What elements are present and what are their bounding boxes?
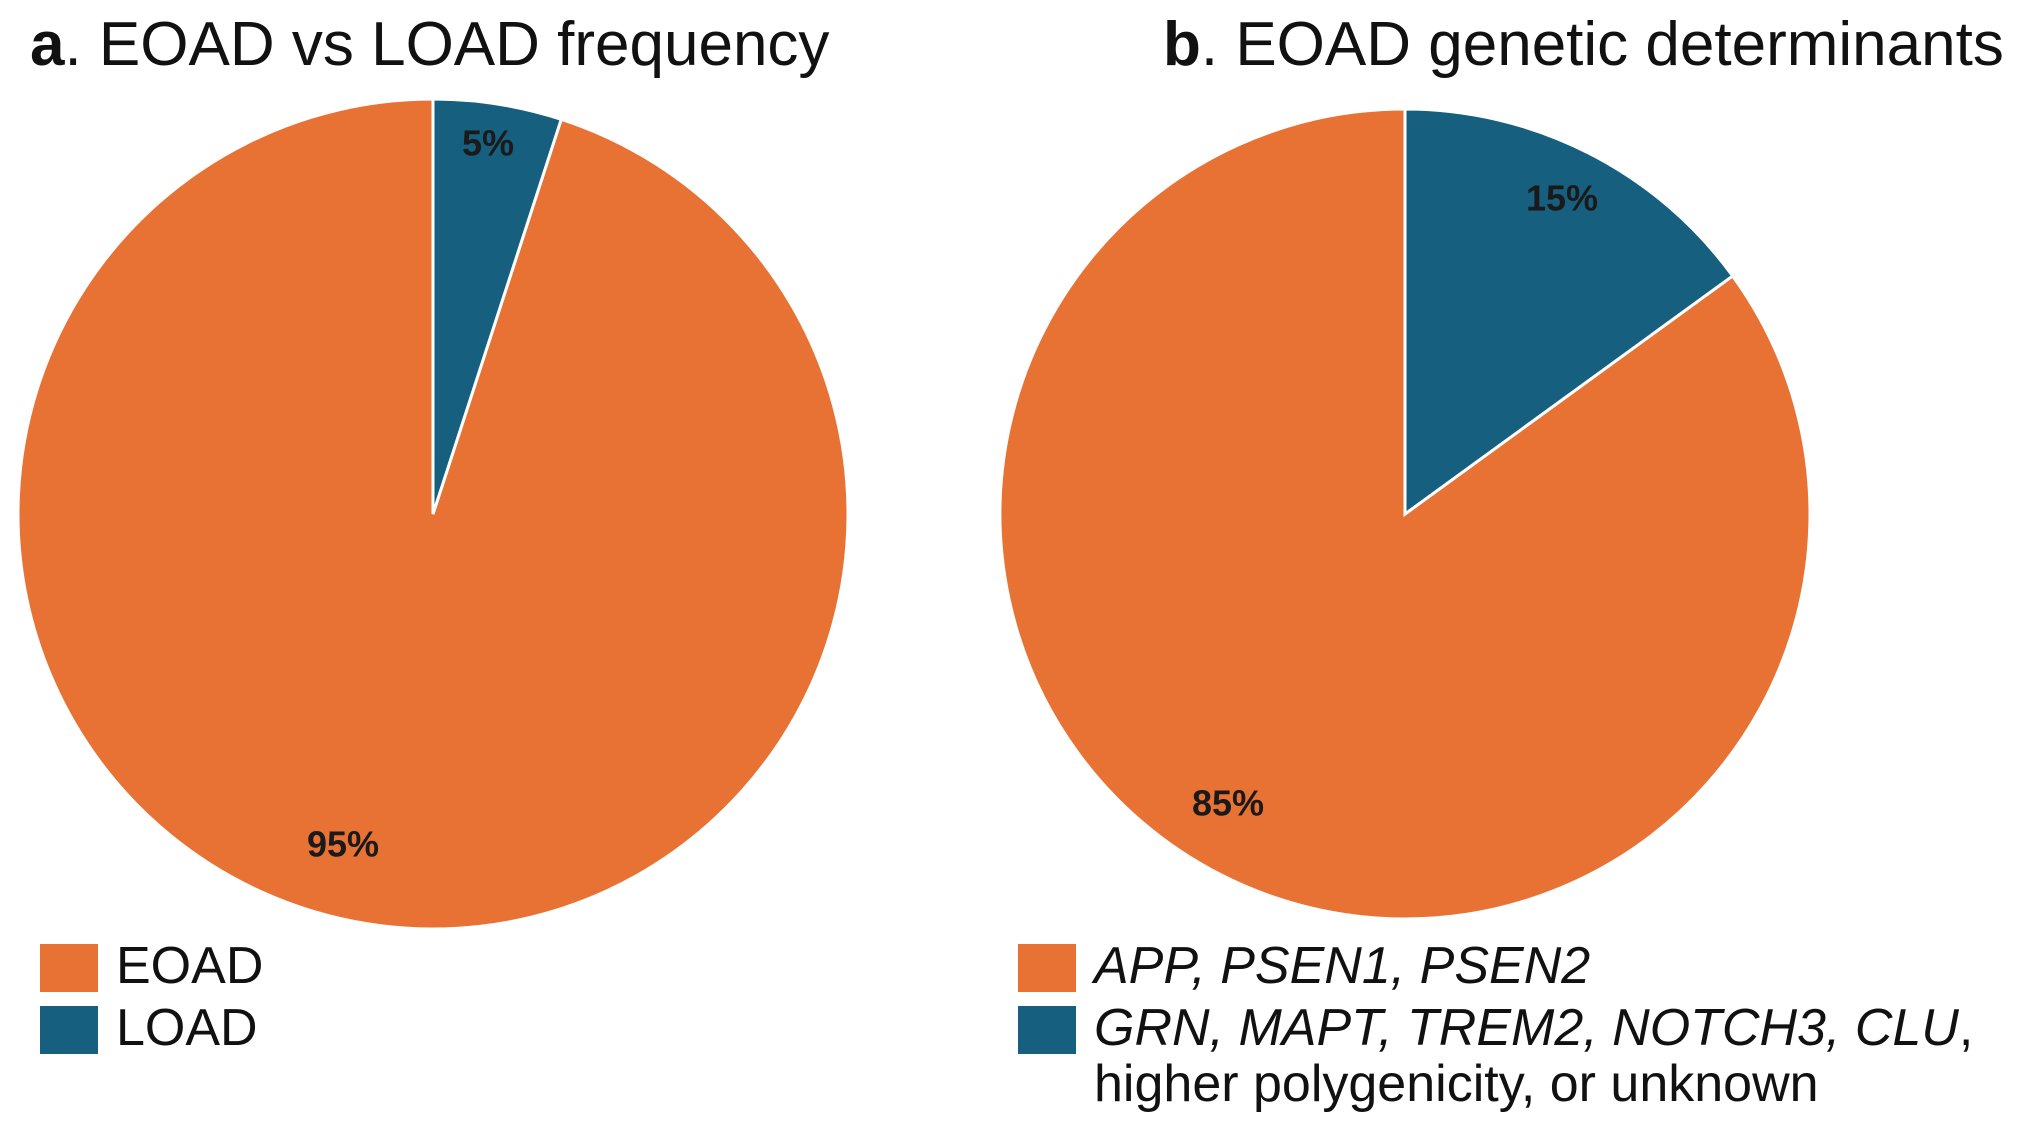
chart-b-title: b. EOAD genetic determinants [1163, 14, 2004, 76]
legend-a-swatch-eoad [40, 944, 98, 992]
legend-a-label-load: LOAD [116, 999, 258, 1057]
legend-b-label-1: APP, PSEN1, PSEN2 [1094, 937, 1591, 995]
pie-b-label-15: 15% [1526, 178, 1598, 219]
chart-a-panel-letter: a [30, 10, 65, 79]
legend-b-item-2: GRN, MAPT, TREM2, NOTCH3, CLU, [1018, 1002, 1973, 1064]
legend-a-swatch-load [40, 1006, 98, 1054]
pie-a-slice-load [431, 97, 564, 515]
legend-b-item-1: APP, PSEN1, PSEN2 [1018, 940, 1973, 1002]
pie-b-slice-other [1403, 107, 1735, 517]
legend-a-item-eoad: EOAD [40, 940, 263, 1002]
pie-a-label-load: 5% [462, 123, 514, 164]
chart-a-title: a. EOAD vs LOAD frequency [30, 14, 829, 76]
chart-b-legend: APP, PSEN1, PSEN2 GRN, MAPT, TREM2, NOTC… [1018, 940, 1973, 1110]
legend-b-label-2-genes: GRN, MAPT, TREM2, NOTCH3, CLU [1094, 999, 1959, 1057]
pie-b-label-85: 85% [1192, 783, 1264, 824]
legend-b-label-2-comma: , [1958, 999, 1974, 1057]
chart-a-legend: EOAD LOAD [40, 940, 263, 1064]
pie-a-label-eoad: 95% [307, 824, 379, 865]
chart-a-title-text: . EOAD vs LOAD frequency [64, 10, 830, 79]
chart-b-title-text: . EOAD genetic determinants [1200, 10, 2004, 79]
legend-a-item-load: LOAD [40, 1002, 263, 1064]
legend-b-swatch-1 [1018, 944, 1076, 992]
chart-b-panel-letter: b [1163, 10, 1201, 79]
legend-b-label-2-line2: higher polygenicity, or unknown [1094, 1055, 1819, 1113]
legend-b-swatch-2 [1018, 1006, 1076, 1054]
legend-a-label-eoad: EOAD [116, 937, 264, 995]
